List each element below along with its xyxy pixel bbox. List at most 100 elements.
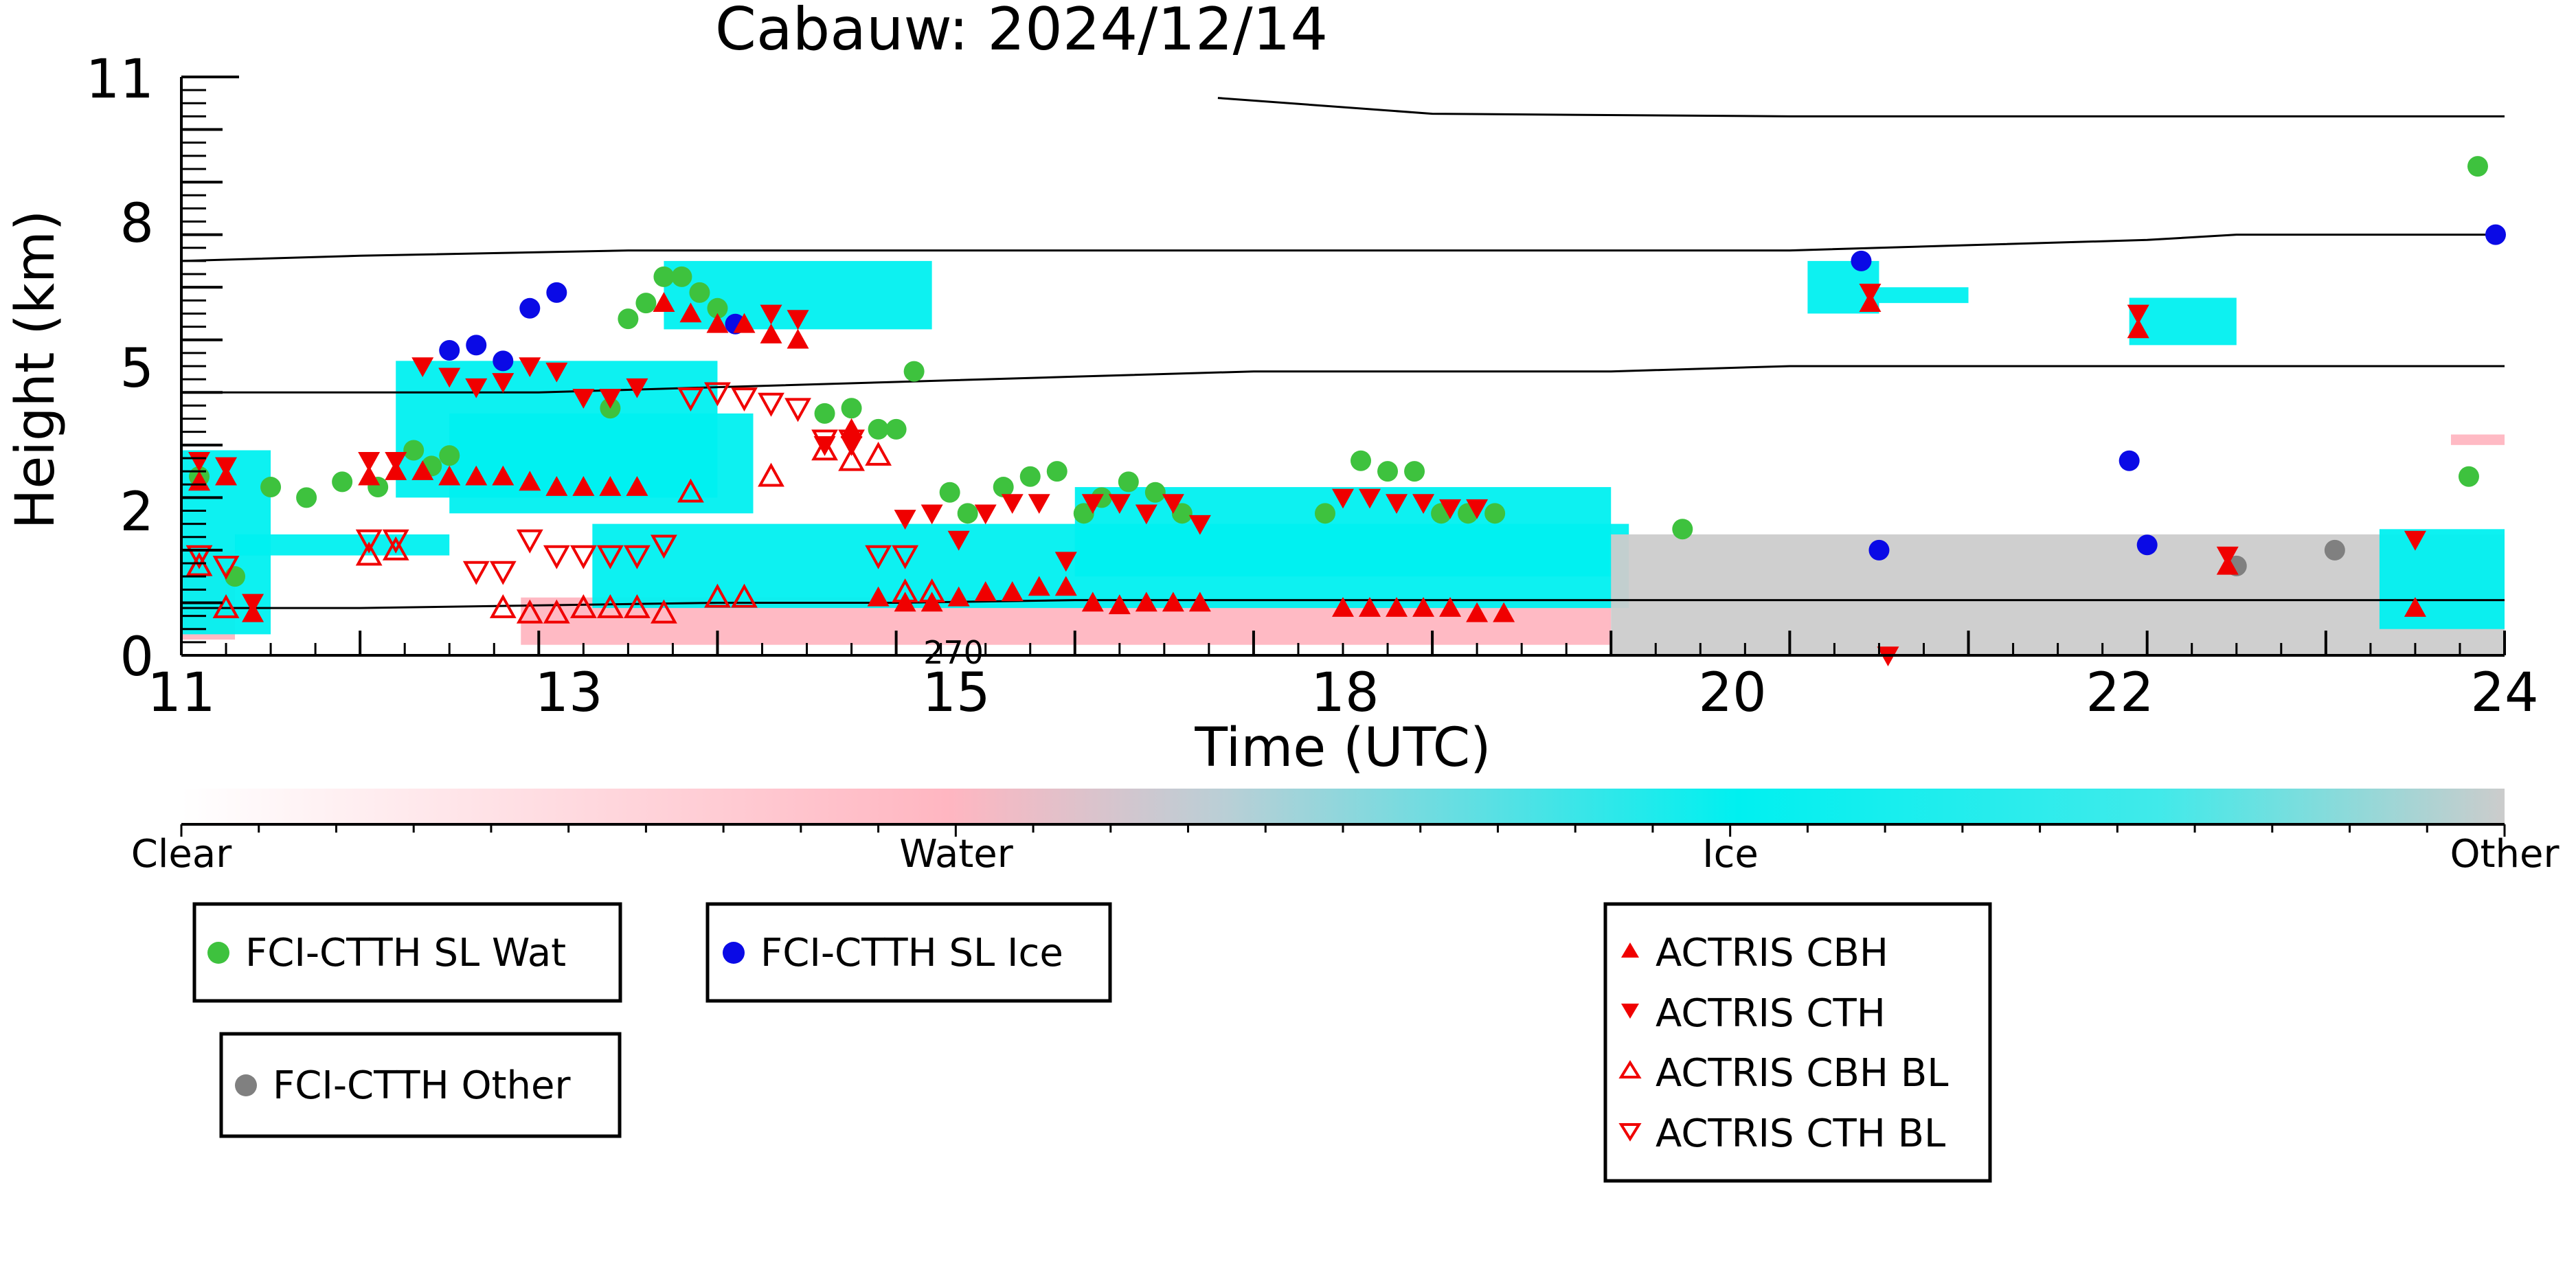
point-actris-cth — [626, 378, 648, 398]
point-actris-cth-bl — [784, 398, 811, 422]
point-actris-cbh — [465, 465, 488, 486]
point-actris-cbh-bl — [758, 462, 784, 487]
legend-marker-cth — [1621, 1004, 1639, 1019]
point-actris-cth-bl — [731, 387, 758, 412]
point-actris-cth-bl — [892, 545, 919, 569]
point-actris-cth — [1466, 499, 1489, 519]
point-actris-cth — [188, 451, 211, 472]
colorbar-gradient — [181, 789, 2505, 824]
point-actris-cth-bl — [811, 429, 838, 454]
point-actris-cbh-bl — [865, 442, 892, 466]
x-tick-label: 20 — [1698, 662, 1766, 724]
point-actris-cbh — [1466, 602, 1489, 622]
legend-marker-cbh-bl — [1618, 1060, 1642, 1078]
y-tick-label: 5 — [120, 338, 154, 400]
point-actris-cth-bl — [462, 561, 490, 585]
point-actris-cth — [545, 362, 568, 383]
point-actris-cth — [1188, 515, 1211, 535]
point-actris-cth — [947, 530, 970, 551]
y-tick-label: 2 — [120, 482, 154, 543]
point-actris-cbh-bl — [543, 599, 570, 624]
y-tick-label: 8 — [120, 193, 154, 255]
x-tick-label: 18 — [1311, 662, 1379, 724]
point-fci-ctth-sl-wat — [939, 482, 960, 503]
legend-label: ACTRIS CTH BL — [1656, 1111, 1945, 1156]
colorbar-label-ice: Ice — [1702, 832, 1759, 877]
point-actris-cbh — [1162, 591, 1184, 612]
contour-label: 270 — [923, 634, 984, 671]
point-fci-ctth-sl-wat — [1118, 471, 1139, 493]
legend-marker-cth-bl — [1618, 1123, 1642, 1142]
point-actris-cbh-bl — [569, 594, 597, 618]
point-fci-ctth-sl-wat — [814, 403, 835, 424]
point-actris-cth-bl — [355, 529, 383, 554]
point-actris-cbh — [1188, 591, 1211, 612]
point-fci-ctth-sl-wat — [1046, 461, 1067, 482]
point-actris-cbh — [679, 302, 702, 323]
point-fci-ctth-sl-wat — [1019, 466, 1041, 487]
point-fci-ctth-sl-wat — [635, 293, 657, 314]
point-actris-cbh-bl — [516, 599, 543, 624]
point-actris-cth-bl — [569, 545, 597, 569]
legend-label: FCI-CTTH Other — [273, 1063, 571, 1108]
point-fci-ctth-sl-ice — [2136, 534, 2158, 556]
point-actris-cbh — [1359, 597, 1381, 617]
point-fci-ctth-sl-wat — [1351, 450, 1372, 471]
point-actris-cbh — [733, 313, 756, 333]
point-fci-ctth-sl-wat — [1144, 482, 1166, 503]
point-actris-cbh — [1081, 591, 1104, 612]
point-actris-cbh — [358, 465, 381, 486]
point-fci-ctth-sl-wat — [707, 297, 728, 319]
point-actris-cbh — [411, 460, 434, 480]
point-fci-ctth-other — [2324, 539, 2345, 561]
point-actris-cbh-bl — [704, 583, 731, 608]
point-actris-cth — [385, 451, 407, 472]
point-actris-cth — [599, 389, 622, 409]
point-fci-ctth-sl-ice — [519, 297, 541, 319]
point-actris-cth — [1108, 494, 1131, 515]
point-actris-cbh — [599, 476, 622, 496]
point-actris-cbh — [760, 324, 782, 343]
point-fci-ctth-sl-wat — [403, 440, 425, 461]
point-actris-cbh — [867, 586, 890, 607]
point-fci-ctth-sl-ice — [2485, 224, 2506, 245]
y-tick-label: 0 — [120, 626, 154, 688]
point-actris-cth — [438, 368, 461, 388]
point-actris-cth — [1162, 494, 1184, 515]
point-actris-cth — [358, 451, 381, 472]
legend-marker-cbh — [1621, 942, 1639, 958]
point-actris-cbh — [188, 471, 211, 491]
legend-other: FCI-CTTH Other — [219, 1032, 622, 1138]
point-actris-cbh — [1108, 594, 1131, 615]
point-actris-cbh — [438, 465, 461, 486]
y-axis-label: Height (km) — [5, 210, 67, 530]
point-fci-ctth-sl-wat — [841, 398, 862, 419]
point-actris-cbh — [519, 471, 541, 491]
point-actris-cth — [1359, 488, 1381, 509]
point-actris-cth-bl — [865, 545, 892, 569]
x-tick-label: 22 — [2086, 662, 2154, 724]
point-actris-cbh — [1028, 576, 1050, 596]
point-fci-ctth-sl-wat — [2467, 156, 2488, 177]
legend-marker-ice — [723, 942, 745, 964]
point-actris-cth — [519, 357, 541, 377]
legend-label: FCI-CTTH SL Wat — [245, 931, 566, 975]
legend-box — [192, 902, 622, 1003]
point-actris-cth — [760, 304, 782, 325]
point-actris-cbh-bl — [382, 536, 409, 561]
point-actris-cbh — [1054, 576, 1077, 596]
point-actris-cbh — [947, 586, 970, 607]
point-fci-ctth-sl-wat — [671, 266, 692, 287]
point-actris-cth — [2127, 304, 2149, 325]
x-ticks — [180, 631, 2506, 655]
colorbar-ticks — [180, 824, 2506, 837]
contour-middle — [181, 365, 2505, 394]
point-actris-cth — [1332, 488, 1354, 509]
x-tick-label: 11 — [147, 662, 215, 724]
point-actris-cbh-bl — [355, 541, 383, 566]
legend-label: ACTRIS CTH — [1656, 991, 1886, 1036]
point-actris-cbh — [1386, 597, 1408, 617]
legend-ice: FCI-CTTH SL Ice — [705, 902, 1112, 1003]
point-actris-cth — [1859, 284, 1882, 304]
